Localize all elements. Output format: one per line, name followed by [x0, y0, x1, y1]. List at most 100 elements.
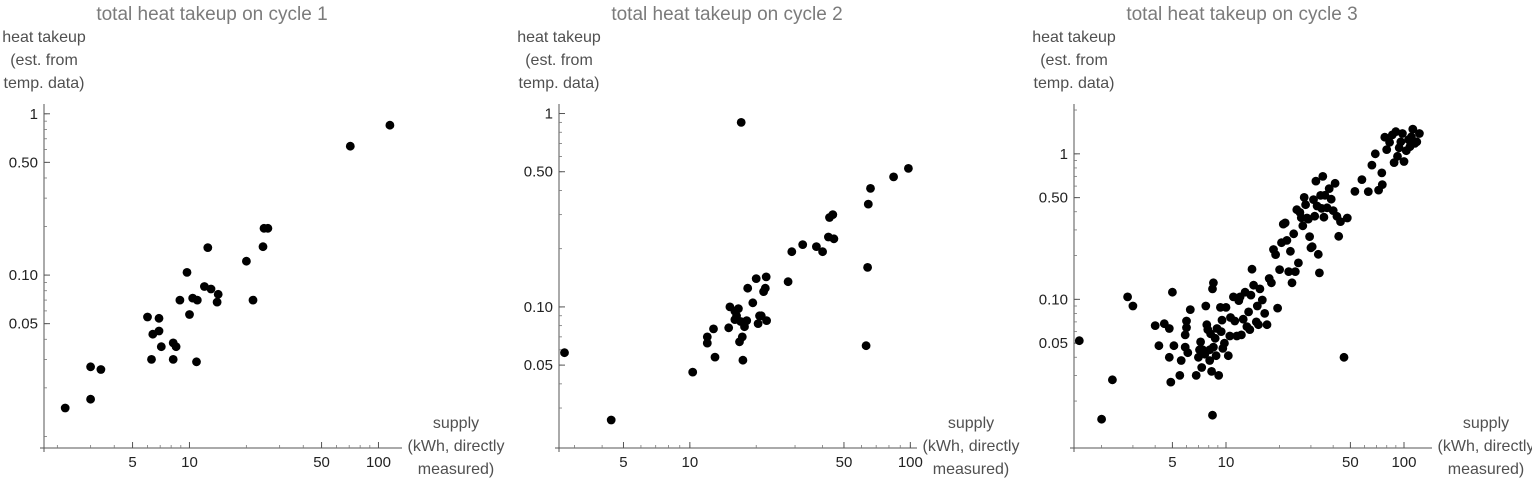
y-tick-label: 1: [30, 106, 38, 123]
x-tick-label: 100: [1391, 454, 1416, 471]
data-point: [1367, 160, 1377, 170]
data-point: [1287, 278, 1297, 288]
data-point: [1350, 187, 1360, 196]
chart-title: total heat takeup on cycle 3: [1126, 4, 1357, 25]
chart-svg: total heat takeup on cycle 3 heat takeup (…: [1032, 4, 1532, 478]
y-axis-label-line: temp. data): [1034, 75, 1115, 92]
data-point: [1176, 356, 1186, 365]
data-point: [182, 268, 192, 277]
data-points: [1074, 124, 1424, 424]
data-point: [1307, 242, 1317, 252]
data-point: [242, 256, 251, 266]
data-point: [1201, 301, 1211, 311]
data-point: [1396, 137, 1406, 147]
data-point: [1247, 264, 1257, 274]
data-point: [1185, 305, 1195, 314]
data-point: [606, 415, 616, 425]
data-point: [1225, 331, 1235, 341]
x-tick-label: 10: [682, 454, 699, 471]
data-point: [385, 120, 395, 130]
data-point: [206, 284, 216, 294]
data-point: [147, 355, 156, 364]
data-point: [1289, 229, 1299, 239]
data-point: [738, 355, 748, 365]
data-point: [1370, 149, 1380, 159]
data-point: [86, 362, 95, 372]
data-point: [751, 274, 761, 283]
data-point: [688, 367, 698, 377]
data-point: [736, 118, 746, 127]
chart-title: total heat takeup on cycle 2: [611, 4, 842, 25]
data-point: [1342, 213, 1352, 223]
data-point: [1217, 315, 1227, 325]
data-point: [1301, 200, 1310, 210]
data-point: [1164, 324, 1174, 333]
data-point: [1208, 410, 1217, 420]
x-axis-label-line: (kWh, directly: [1438, 438, 1532, 455]
x-axis-label-line: supply: [433, 415, 479, 432]
data-point: [889, 172, 898, 182]
y-axis-label-line: temp. data): [4, 75, 85, 92]
data-point: [175, 295, 185, 305]
data-point: [1214, 371, 1224, 380]
data-point: [154, 326, 164, 336]
y-tick-label: 1: [545, 106, 553, 123]
x-axis-label-line: supply: [948, 415, 994, 432]
x-tick-label: 50: [836, 454, 853, 471]
data-point: [1182, 316, 1191, 326]
chart-svg: total heat takeup on cycle 2 heat takeup (…: [517, 4, 1019, 478]
data-point: [702, 332, 712, 342]
data-point: [1382, 145, 1392, 155]
data-point: [1238, 314, 1248, 324]
data-point: [863, 263, 872, 272]
data-point: [709, 324, 718, 334]
data-point: [1216, 327, 1226, 336]
data-point: [1319, 212, 1329, 222]
data-point: [345, 141, 355, 151]
y-tick-label: 0.50: [524, 164, 553, 181]
data-point: [86, 394, 95, 404]
data-point: [1415, 129, 1424, 138]
data-point: [1282, 236, 1292, 245]
data-point: [192, 357, 201, 367]
data-point: [1210, 333, 1220, 343]
data-point: [1271, 250, 1280, 259]
data-point: [1246, 290, 1256, 300]
data-point: [171, 342, 181, 352]
data-point: [1339, 352, 1349, 362]
data-point: [200, 282, 209, 291]
data-point: [1207, 367, 1216, 376]
x-tick-label: 10: [181, 454, 198, 471]
data-point: [1169, 341, 1179, 351]
y-axis-label-line: heat takeup: [1032, 29, 1116, 46]
data-point: [1211, 351, 1221, 361]
data-point: [1324, 184, 1334, 194]
data-point: [1408, 124, 1418, 134]
data-point: [1398, 129, 1407, 138]
data-point: [168, 355, 178, 364]
y-axis-label-line: temp. data): [519, 75, 600, 92]
data-point: [1391, 127, 1401, 137]
data-point: [156, 342, 166, 352]
y-tick-label: 0.10: [9, 267, 38, 284]
data-point: [1298, 221, 1308, 231]
data-point: [1230, 316, 1240, 326]
x-tick-label: 10: [1218, 454, 1235, 471]
y-tick-label: 0.50: [9, 154, 38, 171]
data-point: [248, 295, 258, 305]
data-point: [1221, 303, 1231, 312]
y-axis-label-line: (est. from: [10, 52, 78, 69]
data-point: [1260, 309, 1270, 318]
data-point: [1305, 232, 1314, 242]
data-point: [560, 348, 569, 358]
data-point: [1311, 176, 1321, 186]
data-point: [753, 319, 763, 328]
data-point: [742, 316, 752, 325]
data-point: [1393, 151, 1402, 161]
x-axis-label-line: measured): [1448, 461, 1524, 478]
y-axis-label-line: heat takeup: [2, 29, 86, 46]
x-tick-label: 50: [1342, 454, 1359, 471]
y-tick-label: 0.10: [1039, 291, 1068, 308]
data-point: [1336, 217, 1345, 227]
data-point: [866, 184, 875, 193]
